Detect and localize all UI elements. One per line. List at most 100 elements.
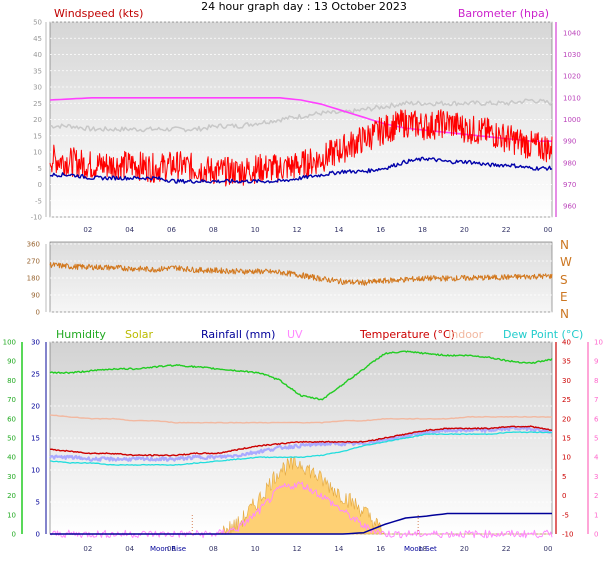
uv-tick: 7 — [594, 396, 598, 404]
windspeed-tick: 45 — [33, 35, 42, 43]
uv-tick: 4 — [594, 454, 599, 462]
x-tick-label: 16 — [376, 226, 385, 234]
rainfall-tick: 20 — [31, 403, 40, 411]
humidity-line — [49, 350, 553, 401]
x-tick-label: 08 — [209, 545, 218, 553]
panel3-axes: 1009080706050403020100302520151050403530… — [3, 339, 603, 539]
windspeed-tick: -5 — [35, 197, 42, 205]
moon-set-label: Moon Set — [404, 545, 437, 553]
temperature-tick: 10 — [562, 454, 571, 462]
x-tick-label: 04 — [125, 226, 134, 234]
direction-tick: 180 — [27, 275, 40, 283]
compass-label: N — [560, 238, 569, 252]
compass-label: E — [560, 290, 568, 304]
windspeed-tick: 50 — [33, 19, 42, 27]
compass-label: S — [560, 273, 568, 287]
panel1-x-ticks: 02 04 06 08 10 12 14 16 18 20 22 00 — [83, 226, 552, 234]
legend-uv: UV — [287, 328, 303, 341]
windspeed-tick: 0 — [38, 181, 42, 189]
legend-solar: Solar — [125, 328, 154, 341]
uv-tick: 5 — [594, 435, 598, 443]
direction-tick: 360 — [27, 241, 40, 249]
temperature-tick: 25 — [562, 396, 571, 404]
humidity-tick: 50 — [7, 435, 16, 443]
humidity-tick: 20 — [7, 492, 16, 500]
barometer-tick: 960 — [563, 203, 576, 211]
temperature-tick: -5 — [562, 511, 569, 519]
windspeed-line — [49, 109, 553, 187]
temperature-tick: 30 — [562, 377, 571, 385]
dew-point-line — [49, 431, 553, 466]
legend-temperature: Temperature (°C) — [359, 328, 455, 341]
humidity-tick: 40 — [7, 454, 16, 462]
barometer-tick: 1030 — [563, 51, 581, 59]
x-tick-label: 20 — [460, 226, 469, 234]
windspeed-tick: -10 — [31, 214, 42, 222]
rainfall-tick: 30 — [31, 339, 40, 347]
temperature-tick: 40 — [562, 339, 571, 347]
temperature-tick: 15 — [562, 435, 571, 443]
uv-tick: 2 — [594, 492, 598, 500]
x-tick-label: 10 — [251, 545, 260, 553]
uv-tick: 8 — [594, 377, 598, 385]
x-tick-label: 00 — [544, 545, 553, 553]
temperature-line — [49, 425, 553, 457]
legend-indoor: Indoor — [448, 328, 484, 341]
legend-humidity: Humidity — [56, 328, 106, 341]
barometer-tick: 980 — [563, 159, 576, 167]
legend-rainfall: Rainfall (mm) — [201, 328, 275, 341]
windspeed-tick: 35 — [33, 67, 42, 75]
uv-tick: 3 — [594, 473, 598, 481]
x-tick-label: 22 — [502, 545, 511, 553]
uv-tick: 1 — [594, 511, 598, 519]
humidity-tick: 100 — [3, 339, 16, 347]
windspeed-tick: 30 — [33, 84, 42, 92]
x-tick-label: 16 — [376, 545, 385, 553]
barometer-tick: 970 — [563, 181, 576, 189]
x-tick-label: 18 — [418, 226, 427, 234]
barometer-tick: 1040 — [563, 29, 581, 37]
indoor-line — [49, 414, 553, 424]
wind-average-line — [49, 156, 553, 184]
x-tick-label: 14 — [334, 226, 343, 234]
x-tick-label: 18 — [418, 545, 427, 553]
rainfall-tick: 5 — [36, 499, 40, 507]
x-tick-label: 10 — [251, 226, 260, 234]
rainfall-tick: 25 — [31, 371, 40, 379]
windspeed-tick: 20 — [33, 116, 42, 124]
panel3-series — [49, 350, 553, 539]
temperature-tick: 0 — [562, 492, 566, 500]
windspeed-axis-label: Windspeed (kts) — [54, 7, 143, 20]
barometer-tick: 1000 — [563, 116, 581, 124]
panel3-x-ticks: 02 04 06 08 10 12 14 16 18 20 22 00 — [83, 545, 552, 553]
gust-grey-line — [49, 98, 553, 133]
x-tick-label: 04 — [125, 545, 134, 553]
humidity-tick: 70 — [7, 396, 16, 404]
moon-rise-label: Moon Rise — [150, 545, 186, 553]
x-tick-label: 06 — [167, 545, 176, 553]
windspeed-tick: 25 — [33, 100, 42, 108]
uv-tick: 10 — [594, 339, 603, 347]
rainfall-tick: 15 — [31, 435, 40, 443]
x-tick-label: 12 — [293, 545, 302, 553]
x-tick-label: 14 — [334, 545, 343, 553]
uv-tick: 9 — [594, 358, 598, 366]
x-tick-label: 02 — [83, 545, 92, 553]
panel-temp-humidity: 1009080706050403020100302520151050403530… — [3, 328, 603, 553]
x-tick-label: 12 — [293, 226, 302, 234]
rainfall-tick: 0 — [36, 531, 40, 539]
humidity-tick: 60 — [7, 415, 16, 423]
windspeed-tick: 10 — [33, 149, 42, 157]
barometer-line — [49, 97, 552, 142]
temperature-tick: 35 — [562, 358, 571, 366]
direction-tick: 270 — [27, 258, 40, 266]
barometer-axis-label: Barometer (hpa) — [458, 7, 549, 20]
x-tick-label: 20 — [460, 545, 469, 553]
rainfall-tick: 10 — [31, 467, 40, 475]
x-tick-label: 00 — [544, 226, 553, 234]
rainfall-line — [50, 512, 552, 535]
humidity-tick: 0 — [12, 531, 16, 539]
